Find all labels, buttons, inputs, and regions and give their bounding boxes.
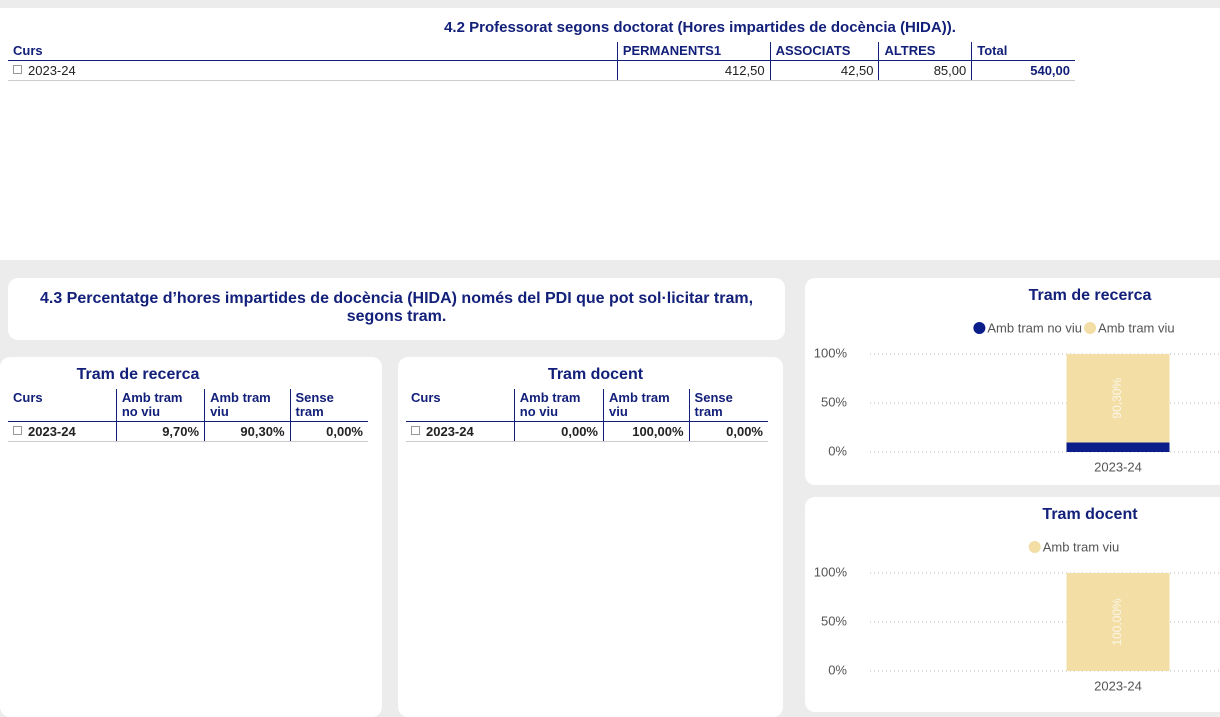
bar-segment [1066, 573, 1170, 671]
expand-icon [411, 426, 420, 435]
card-chart: Tram de recerca Amb tram no viu Amb tram v… [805, 278, 1220, 485]
card-table-recerca: Tram de recerca Curs Amb tram no viu Amb t… [0, 357, 382, 717]
cell-text: 0,00% [561, 424, 598, 439]
data-label: 90,30% [1110, 378, 1124, 419]
data-label: 100,00% [1110, 598, 1124, 646]
page: 4.2 Professorat segons doctorat (Hores i… [0, 8, 1220, 717]
y-tick-label: 100% [814, 345, 848, 360]
bar-segment [1066, 442, 1170, 452]
legend-marker [973, 322, 986, 334]
card-table-docent: Tram docent Curs Amb tram no viu Amb tram … [398, 357, 783, 717]
table: Curs Amb tram no viu Amb tram viu Sense tra… [8, 389, 368, 442]
column-header: Amb tram viu [603, 389, 690, 422]
table-title: Tram docent [547, 366, 644, 383]
y-tick-label: 0% [828, 443, 847, 458]
column-header: Curs [8, 389, 117, 422]
cell-text: 9,70% [162, 424, 200, 439]
row: 2023-24 9,70% 90,30% 0,00% [8, 421, 368, 442]
cell: 540,00 [971, 60, 1075, 81]
cell: 412,50 [616, 60, 771, 81]
cell: 0,00% [513, 421, 604, 442]
column-header: PERMANENTS1 [616, 42, 771, 61]
table: Curs Amb tram no viu Amb tram viu Sense tra… [406, 389, 768, 442]
section-title: 4.3 Percentatge d’hores impartides de do… [39, 290, 754, 325]
cell-text: 2023-24 [426, 424, 474, 439]
column-header: Amb tram no viu [115, 389, 205, 422]
expand-icon [13, 426, 22, 435]
cell-text: 85,00 [933, 63, 967, 78]
chart-title: Tram de recerca [1029, 287, 1152, 304]
column-header: Curs [8, 42, 618, 61]
cell: 0,00% [688, 421, 768, 442]
cell: 100,00% [603, 421, 690, 442]
cell: 0,00% [289, 421, 368, 442]
cell-text: 0,00% [726, 424, 763, 439]
chart: Tram de recerca Amb tram no viu Amb tram v… [814, 287, 1220, 474]
cell: 85,00 [878, 60, 972, 81]
cell-text: 2023-24 [28, 63, 76, 78]
cell-text: 100,00% [632, 424, 684, 439]
legend-label: Amb tram viu [1098, 320, 1175, 335]
card-chart: Tram docent Amb tram viu 0% 50% 100% 2023-24 1… [805, 497, 1220, 712]
legend-marker [1084, 322, 1097, 334]
row: 2023-24 0,00% 100,00% 0,00% [406, 421, 768, 442]
row-label: 2023-24 [8, 60, 618, 81]
column-header: Curs [406, 389, 515, 422]
expand-icon [13, 65, 22, 74]
column-header: Total [971, 42, 1075, 61]
cell: 90,30% [204, 421, 290, 442]
column-header: ASSOCIATS [769, 42, 879, 61]
x-tick-label: 2023-24 [1094, 678, 1142, 693]
column-header: Amb tram no viu [513, 389, 604, 422]
y-tick-label: 0% [828, 662, 847, 677]
legend-label: Amb tram no viu [987, 320, 1082, 335]
table-title: Tram de recerca [76, 366, 200, 383]
cell-text: 42,50 [840, 63, 874, 78]
table: Curs PERMANENTS1 ASSOCIATS ALTRES Total 2023-… [8, 42, 1075, 81]
cell: 9,70% [115, 421, 205, 442]
cell-text: 412,50 [724, 63, 765, 78]
cell: 42,50 [769, 60, 879, 81]
y-tick-label: 100% [814, 564, 848, 579]
cell-text: 2023-24 [28, 424, 76, 439]
section-title: 4.2 Professorat segons doctorat (Hores i… [444, 19, 956, 36]
legend-label: Amb tram viu [1043, 539, 1120, 554]
card-43-title: 4.3 Percentatge d’hores impartides de do… [8, 278, 785, 340]
column-header: Sense tram [289, 389, 368, 422]
x-tick-label: 2023-24 [1094, 459, 1142, 474]
cell-text: 90,30% [240, 424, 285, 439]
header-row: Curs Amb tram no viu Amb tram viu Sense tra… [406, 389, 768, 422]
row-label: 2023-24 [406, 421, 515, 442]
header-row: Curs PERMANENTS1 ASSOCIATS ALTRES Total [8, 42, 1075, 61]
chart: Tram docent Amb tram viu 0% 50% 100% 2023-24 1… [814, 506, 1220, 693]
cell-text: 0,00% [326, 424, 363, 439]
y-tick-label: 50% [821, 394, 847, 409]
column-header: ALTRES [878, 42, 972, 61]
bar-segment [1066, 354, 1170, 443]
y-tick-label: 50% [821, 613, 847, 628]
header-row: Curs Amb tram no viu Amb tram viu Sense tra… [8, 389, 368, 422]
row-label: 2023-24 [8, 421, 117, 442]
row: 2023-24 412,50 42,50 85,00 540,00 [8, 60, 1075, 81]
cell-text: 540,00 [1030, 63, 1070, 78]
column-header: Sense tram [688, 389, 768, 422]
chart-title: Tram docent [1042, 506, 1138, 523]
card-42: 4.2 Professorat segons doctorat (Hores i… [0, 8, 1220, 260]
legend-marker [1028, 541, 1041, 553]
column-header: Amb tram viu [204, 389, 290, 422]
